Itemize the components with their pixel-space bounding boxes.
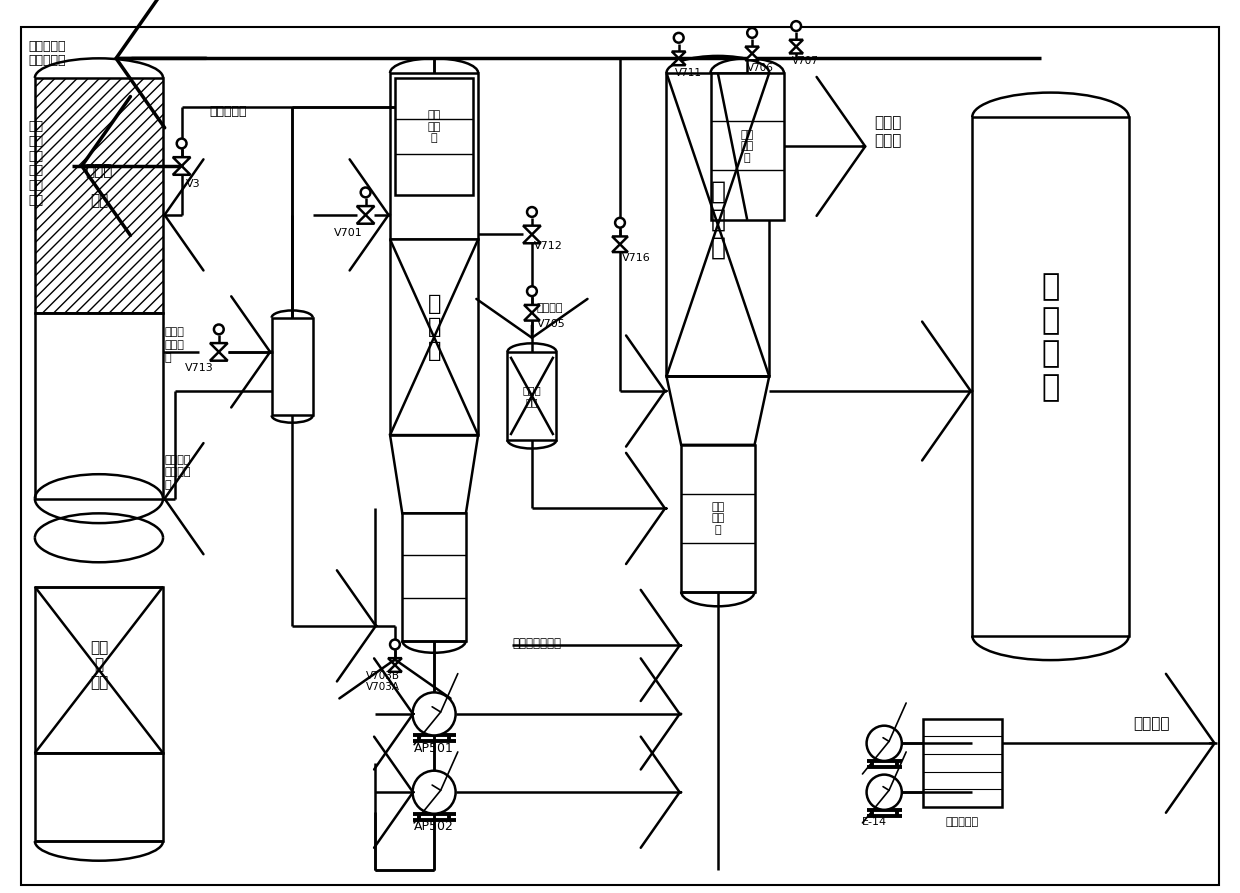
Text: 发器: 发器 [29, 194, 43, 206]
Text: V711: V711 [675, 68, 702, 78]
Text: 精氩
冷凝
器: 精氩 冷凝 器 [740, 129, 754, 163]
Polygon shape [172, 157, 191, 166]
Bar [35, 78, 162, 313]
Polygon shape [745, 46, 759, 54]
Polygon shape [745, 54, 759, 61]
Circle shape [413, 692, 455, 736]
Bar [681, 445, 755, 592]
Circle shape [748, 28, 756, 38]
Bar [391, 73, 479, 239]
Circle shape [867, 726, 901, 761]
Bar [711, 73, 784, 220]
Polygon shape [525, 305, 539, 313]
Text: V712: V712 [534, 241, 563, 251]
Polygon shape [672, 58, 686, 65]
Polygon shape [613, 237, 627, 245]
Text: 主冷: 主冷 [29, 150, 43, 163]
Polygon shape [357, 206, 374, 215]
Bar [402, 513, 466, 640]
Text: 液空
冷凝
器: 液空 冷凝 器 [428, 110, 440, 144]
Polygon shape [523, 235, 541, 243]
Polygon shape [790, 46, 804, 54]
Text: 氩馏分回: 氩馏分回 [165, 455, 191, 464]
Text: V701: V701 [335, 228, 363, 238]
Text: V706: V706 [748, 63, 774, 73]
Text: 塔: 塔 [165, 480, 171, 490]
Text: 凝蒸: 凝蒸 [29, 179, 43, 192]
Circle shape [215, 324, 223, 334]
Text: 精氩
蒸发
器: 精氩 蒸发 器 [712, 502, 724, 535]
Text: 板式换热器: 板式换热器 [946, 816, 980, 827]
Circle shape [527, 207, 537, 217]
Text: 来自上: 来自上 [165, 340, 185, 350]
Text: 氩馏分: 氩馏分 [165, 328, 185, 338]
Polygon shape [210, 352, 228, 361]
Text: 炼钢用户: 炼钢用户 [1133, 716, 1171, 731]
Text: 液
氩
贮
槽: 液 氩 贮 槽 [1042, 272, 1060, 402]
Circle shape [361, 188, 371, 197]
Circle shape [527, 287, 537, 296]
Bar [391, 239, 479, 435]
Polygon shape [672, 52, 686, 58]
Polygon shape [525, 313, 539, 321]
Text: 粗氩液
化器: 粗氩液 化器 [522, 385, 542, 406]
Text: AP501: AP501 [414, 742, 454, 755]
Text: 液空回上塔: 液空回上塔 [210, 104, 247, 118]
Polygon shape [210, 343, 228, 352]
Circle shape [177, 138, 186, 148]
Circle shape [673, 33, 683, 43]
Text: 废气排
放大气: 废气排 放大气 [874, 115, 901, 148]
Text: 压力氩来自下塔: 压力氩来自下塔 [512, 637, 562, 650]
Polygon shape [357, 215, 374, 224]
Bar [396, 78, 474, 196]
Text: 粗氩排放: 粗氩排放 [537, 303, 563, 313]
Text: 精
氩
塔: 精 氩 塔 [711, 180, 725, 260]
Text: V713: V713 [185, 363, 213, 372]
Text: E-14: E-14 [862, 816, 887, 827]
Polygon shape [172, 166, 191, 175]
Text: 再生气管道: 再生气管道 [29, 54, 66, 67]
Polygon shape [613, 245, 627, 252]
Bar [972, 117, 1128, 636]
Text: 来自: 来自 [29, 135, 43, 148]
Bar [666, 73, 769, 376]
Text: V707: V707 [792, 56, 820, 66]
Bar [35, 313, 162, 498]
Text: 凝蒸: 凝蒸 [29, 164, 43, 178]
Text: 精馏塔: 精馏塔 [86, 163, 113, 179]
Bar [35, 587, 162, 753]
Text: V703A: V703A [366, 681, 399, 691]
Text: 粗
氩
塔: 粗 氩 塔 [428, 294, 440, 361]
Text: 液氩: 液氩 [29, 121, 43, 133]
Bar [507, 352, 557, 440]
Text: V705: V705 [537, 320, 565, 330]
Text: V716: V716 [622, 253, 651, 263]
Text: AP502: AP502 [414, 820, 454, 833]
Text: 流液回上: 流液回上 [165, 467, 191, 477]
Text: V3: V3 [186, 179, 200, 188]
Bar [35, 753, 162, 841]
Circle shape [391, 639, 399, 649]
Text: 精馏
塔
下塔: 精馏 塔 下塔 [89, 640, 108, 690]
Text: 塔: 塔 [165, 353, 171, 363]
Polygon shape [790, 40, 804, 46]
Bar [272, 318, 312, 415]
Text: 污氮气进入: 污氮气进入 [29, 40, 66, 53]
Circle shape [615, 218, 625, 228]
Circle shape [867, 774, 901, 810]
Text: 上塔: 上塔 [89, 193, 108, 208]
Circle shape [413, 771, 455, 814]
Bar [924, 719, 1002, 807]
Polygon shape [388, 665, 402, 672]
Circle shape [791, 21, 801, 31]
Polygon shape [523, 226, 541, 235]
Text: V703B: V703B [366, 671, 399, 680]
Polygon shape [388, 658, 402, 665]
